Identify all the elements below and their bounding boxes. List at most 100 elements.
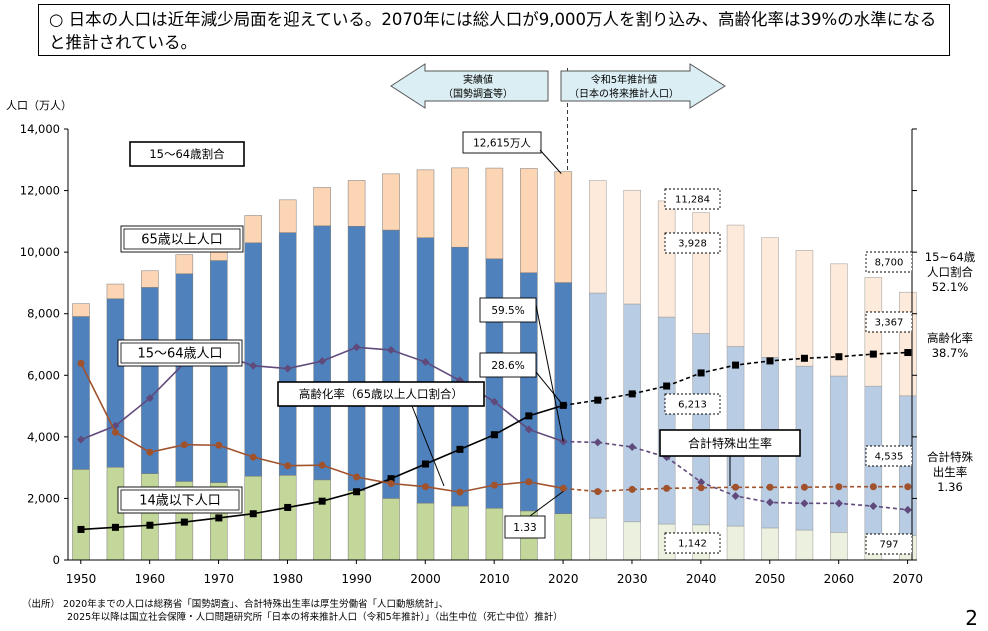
- bar-young-1985: [313, 479, 331, 561]
- bar-young-1995: [382, 498, 400, 561]
- working-share-point-2025: [593, 438, 602, 447]
- aging-rate-point-1955: [111, 523, 119, 531]
- source-line-1: 2020年までの人口は総務省「国勢調査」、合計特殊出生率は厚生労働省「人口動態統…: [63, 599, 449, 610]
- x-tick-label: 2040: [686, 572, 717, 586]
- fertility-rate-point-1995: [387, 479, 395, 487]
- aging-rate-point-2005: [456, 445, 464, 453]
- bar-elderly-2040: [692, 212, 710, 334]
- fertility-rate-point-2070: [904, 483, 912, 491]
- annot-aging-2020-text: 28.6%: [491, 360, 524, 372]
- working-share-point-2055: [800, 499, 809, 508]
- aging-rate-point-2025: [594, 396, 602, 404]
- label-fertility-text: 合計特殊出生率: [688, 435, 772, 450]
- fertility-rate-point-2020: [559, 484, 567, 492]
- aging-rate-point-2015: [525, 412, 533, 420]
- bar-elderly-1950: [72, 303, 90, 317]
- working-share-point-1960: [145, 394, 154, 403]
- label-elderly-text: 65歳以上人口: [141, 233, 223, 248]
- bar-elderly-1955: [106, 283, 125, 300]
- y-tick-label: 8,000: [27, 307, 60, 321]
- fertility-rate-point-1955: [111, 428, 119, 436]
- label-working-share-frame: [129, 141, 245, 167]
- label-young-inner-frame: [120, 489, 240, 511]
- aging-rate-point-2070: [904, 349, 912, 357]
- working-share-point-1975: [249, 361, 258, 370]
- y-tick-label: 6,000: [27, 368, 60, 382]
- fertility-rate-point-1990: [353, 473, 361, 481]
- source-line-2: 2025年以降は国立社会保障・人口問題研究所「日本の将来推計人口（令和5年推計）…: [67, 612, 563, 623]
- fertility-rate-point-2040: [697, 484, 705, 492]
- aging-rate-point-2050: [766, 357, 774, 365]
- actual-arrow-shape: [390, 63, 549, 109]
- right-label-aging-1: 38.7%: [932, 346, 969, 360]
- working-share-point-2030: [628, 443, 637, 452]
- bar-working-1985: [313, 225, 331, 481]
- aging-rate-point-2060: [835, 353, 843, 361]
- bar-young-2005: [451, 505, 469, 561]
- label-working-text: 15～64歳人口: [137, 347, 222, 362]
- right-label-share-1: 人口割合: [927, 265, 973, 279]
- bar-young-2055: [795, 529, 814, 561]
- fertility-rate-point-1970: [215, 441, 223, 449]
- fertility-rate-point-1980: [284, 462, 292, 470]
- y-axis-title: 人口（万人）: [6, 99, 72, 112]
- bar-young-2020: [554, 513, 573, 561]
- headline-text: ○ 日本の人口は近年減少局面を迎えている。2070年には総人口が9,000万人を…: [49, 10, 937, 52]
- fertility-rate-point-2025: [594, 488, 602, 496]
- x-tick-label: 1950: [66, 572, 97, 586]
- annot-share-2020-frame: [479, 297, 537, 323]
- bar-working-2060: [830, 375, 848, 533]
- aging-rate-point-2055: [800, 354, 808, 362]
- bar-elderly-2005: [451, 167, 469, 248]
- working-share-point-1995: [387, 346, 396, 355]
- bar-elderly-2010: [485, 167, 504, 260]
- y-tick-label: 4,000: [27, 430, 60, 444]
- annot-elderly-2040: 3,928: [664, 232, 721, 254]
- fertility-rate-point-2000: [422, 483, 429, 491]
- annot-elderly-2040-text: 3,928: [678, 239, 707, 250]
- label-fertility-frame: [659, 429, 801, 457]
- annot-total-2020: 12,615万人: [462, 131, 542, 154]
- annot-young-2070-text: 797: [879, 540, 898, 551]
- annot-total-2070-frame: [865, 251, 913, 273]
- right-label-share-2: 52.1%: [932, 280, 969, 294]
- fertility-rate-point-1960: [146, 448, 154, 456]
- bar-elderly-2045: [726, 224, 745, 347]
- working-share-point-2045: [731, 491, 740, 500]
- aging-rate-point-1985: [318, 497, 326, 505]
- bar-young-1990: [347, 490, 366, 561]
- aging-rate-point-1950: [77, 525, 85, 533]
- page-number: 2: [965, 606, 978, 630]
- annot-total-2020-frame: [462, 131, 542, 154]
- annot-total-2020-leader: [539, 149, 562, 174]
- right-label-share-0: 15~64歳: [925, 250, 976, 264]
- bar-young-2060: [830, 532, 848, 561]
- x-tick-label: 2030: [617, 572, 648, 586]
- aging-rate-point-2010: [490, 431, 498, 439]
- label-young: 14歳以下人口: [117, 486, 243, 514]
- bar-working-1970: [210, 260, 228, 483]
- label-aging-rate-text: 高齢化率（65歳以上人口割合）: [299, 387, 463, 401]
- fertility-rate-point-2060: [835, 483, 843, 491]
- annot-total-2020-text: 12,615万人: [473, 137, 531, 149]
- fertility-rate-point-2030: [628, 485, 636, 493]
- annot-elderly-2070-text: 3,367: [875, 318, 904, 329]
- aging-rate-point-1965: [180, 518, 188, 526]
- bar-elderly-2015: [520, 168, 538, 274]
- actual-arrow-text-1: 実績値: [463, 73, 493, 86]
- bar-elderly-2055: [795, 250, 814, 367]
- annot-aging-2020-leader: [535, 371, 564, 406]
- bar-elderly-1960: [141, 270, 159, 288]
- bar-young-2030: [623, 521, 641, 561]
- x-tick-label: 2020: [548, 572, 579, 586]
- label-aging-rate: 高齢化率（65歳以上人口割合）: [277, 381, 485, 407]
- annot-working-2070-text: 4,535: [875, 452, 904, 463]
- bar-elderly-1975: [244, 215, 262, 244]
- working-share-point-2065: [869, 502, 878, 511]
- x-tick-label: 2000: [410, 572, 441, 586]
- working-share-point-2015: [524, 425, 533, 434]
- label-elderly: 65歳以上人口: [120, 225, 244, 253]
- aging-rate-point-2035: [663, 382, 671, 390]
- annot-working-2070: 4,535: [865, 445, 913, 467]
- bar-elderly-2050: [761, 237, 779, 358]
